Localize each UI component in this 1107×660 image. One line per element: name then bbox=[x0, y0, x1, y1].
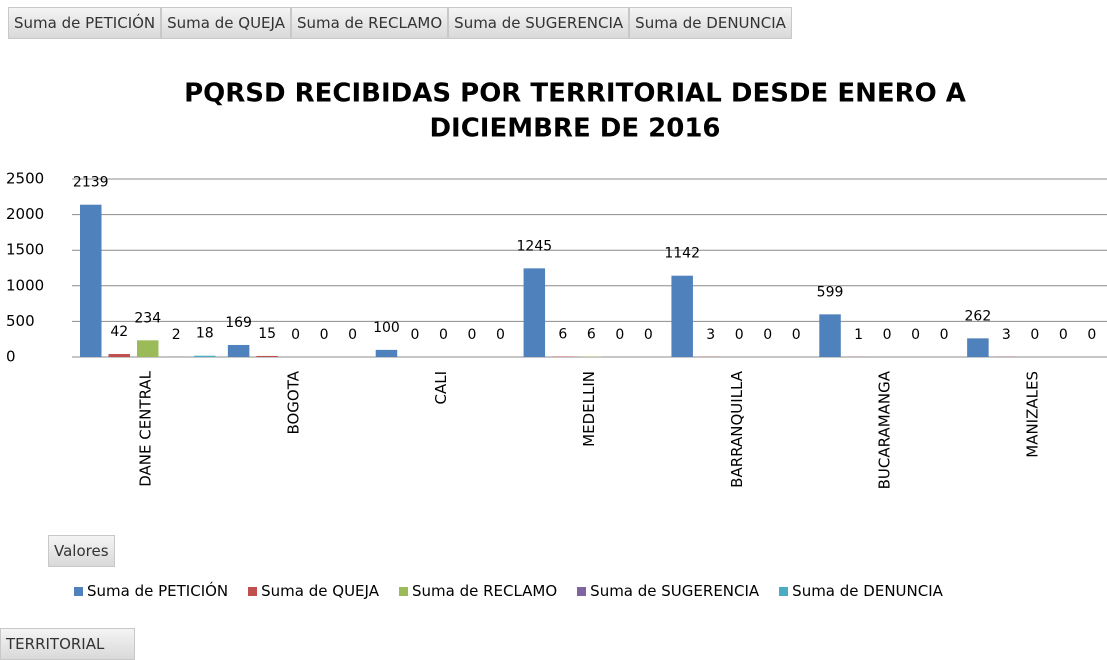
data-label: 18 bbox=[196, 326, 214, 342]
bar bbox=[80, 204, 102, 357]
legend: Suma de PETICIÓN Suma de QUEJA Suma de REC… bbox=[74, 582, 943, 600]
bar bbox=[671, 275, 693, 357]
data-label: 169 bbox=[225, 315, 252, 331]
data-label: 0 bbox=[1059, 327, 1068, 343]
chart-title: DICIEMBRE DE 2016 bbox=[429, 114, 720, 144]
data-label: 599 bbox=[817, 284, 844, 300]
data-label: 0 bbox=[792, 327, 801, 343]
data-label: 0 bbox=[291, 327, 300, 343]
x-tick-label: MANIZALES bbox=[1024, 371, 1042, 458]
legend-label: Suma de SUGERENCIA bbox=[590, 582, 760, 600]
data-label: 1245 bbox=[517, 238, 553, 254]
legend-swatch bbox=[577, 586, 587, 596]
data-label: 0 bbox=[411, 327, 420, 343]
x-tick-label: BOGOTA bbox=[284, 370, 302, 434]
legend-swatch bbox=[248, 586, 258, 596]
button-label[interactable]: TERRITORIAL bbox=[0, 628, 136, 660]
bar bbox=[967, 338, 989, 357]
bar bbox=[523, 268, 546, 357]
data-label: 100 bbox=[373, 320, 400, 336]
legend-item: Suma de PETICIÓN bbox=[74, 582, 228, 600]
x-tick-label: DANE CENTRAL bbox=[136, 370, 154, 486]
data-label: 6 bbox=[558, 327, 567, 343]
data-label: 0 bbox=[883, 327, 892, 343]
legend-label: Suma de PETICIÓN bbox=[87, 582, 229, 600]
values-button[interactable]: Valores bbox=[48, 535, 115, 567]
legend-label: Suma de DENUNCIA bbox=[792, 582, 943, 600]
legend-item: Suma de QUEJA bbox=[248, 582, 379, 600]
data-label: 2139 bbox=[73, 175, 109, 191]
bar bbox=[819, 314, 841, 357]
data-label: 262 bbox=[965, 308, 992, 324]
data-label: 0 bbox=[496, 327, 505, 343]
legend-swatch bbox=[398, 586, 408, 596]
y-tick-label: 2000 bbox=[6, 205, 44, 223]
legend-item: Suma de SUGERENCIA bbox=[577, 582, 759, 600]
field-button[interactable]: Suma de PETICIÓN bbox=[8, 7, 162, 39]
data-label: 3 bbox=[1002, 327, 1011, 343]
data-label: 0 bbox=[763, 327, 772, 343]
data-label: 3 bbox=[706, 327, 715, 343]
legend-swatch bbox=[779, 586, 789, 596]
data-label: 0 bbox=[615, 327, 624, 343]
y-tick-label: 0 bbox=[6, 348, 16, 366]
y-tick-label: 2500 bbox=[6, 170, 44, 188]
legend-item: Suma de DENUNCIA bbox=[779, 582, 943, 600]
field-buttons: Suma de PETICIÓN Suma de QUEJA Suma de REC… bbox=[8, 7, 792, 39]
field-button[interactable]: Suma de DENUNCIA bbox=[629, 7, 792, 39]
legend-item: Suma de RECLAMO bbox=[398, 582, 558, 600]
legend-swatch bbox=[74, 586, 83, 596]
bar bbox=[108, 354, 130, 357]
axis-button[interactable]: TERRITORIAL bbox=[0, 628, 136, 660]
data-label: 0 bbox=[1087, 327, 1096, 343]
y-tick-label: 500 bbox=[6, 312, 35, 330]
data-label: 42 bbox=[110, 324, 128, 340]
data-label: 0 bbox=[940, 327, 949, 343]
bar bbox=[227, 344, 250, 357]
legend-label: Suma de RECLAMO bbox=[411, 582, 558, 600]
data-label: 234 bbox=[134, 310, 161, 326]
data-label: 0 bbox=[911, 327, 920, 343]
data-label: 1 bbox=[854, 327, 863, 343]
data-label: 2 bbox=[172, 327, 181, 343]
data-label: 1142 bbox=[664, 246, 700, 262]
y-tick-label: 1500 bbox=[6, 241, 44, 259]
y-tick-label: 1000 bbox=[6, 276, 44, 294]
data-label: 0 bbox=[644, 327, 653, 343]
data-label: 0 bbox=[735, 327, 744, 343]
x-tick-label: BARRANQUILLA bbox=[728, 370, 746, 488]
chart-title: PQRSD RECIBIDAS POR TERRITORIAL DESDE EN… bbox=[184, 79, 966, 109]
data-label: 15 bbox=[258, 326, 276, 342]
bar bbox=[256, 355, 278, 357]
bar bbox=[137, 340, 159, 357]
data-label: 0 bbox=[348, 327, 357, 343]
x-tick-label: MEDELLIN bbox=[580, 371, 598, 447]
data-label: 0 bbox=[1030, 327, 1039, 343]
x-tick-label: BUCARAMANGA bbox=[876, 370, 894, 489]
data-label: 6 bbox=[587, 327, 596, 343]
bar bbox=[375, 349, 398, 357]
button-label[interactable]: Valores bbox=[48, 535, 115, 567]
field-button[interactable]: Suma de QUEJA bbox=[161, 7, 291, 39]
bar bbox=[194, 355, 216, 357]
data-label: 0 bbox=[439, 327, 448, 343]
data-label: 0 bbox=[320, 327, 329, 343]
data-label: 0 bbox=[468, 327, 477, 343]
field-button[interactable]: Suma de SUGERENCIA bbox=[448, 7, 630, 39]
field-button[interactable]: Suma de RECLAMO bbox=[290, 7, 449, 39]
legend-label: Suma de QUEJA bbox=[261, 582, 379, 600]
x-tick-label: CALI bbox=[432, 371, 450, 405]
